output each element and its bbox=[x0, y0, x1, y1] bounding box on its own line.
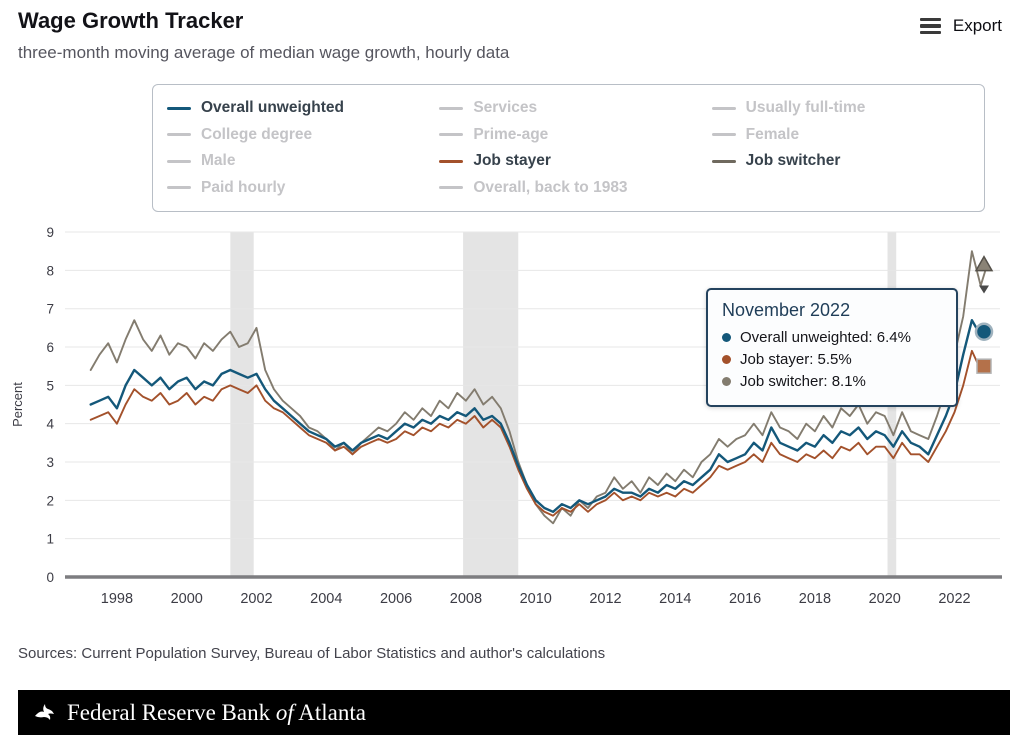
x-tick-label: 2008 bbox=[450, 591, 482, 607]
series-legend: Overall unweighted Services Usually full-t… bbox=[152, 84, 985, 212]
x-tick-label: 2002 bbox=[240, 591, 272, 607]
legend-item-college-degree[interactable]: College degree bbox=[167, 126, 439, 144]
series-job-stayer bbox=[89, 349, 988, 517]
legend-swatch bbox=[167, 186, 191, 190]
legend-label: Overall, back to 1983 bbox=[473, 178, 628, 196]
x-tick-label: 2022 bbox=[938, 591, 970, 607]
x-tick-label: 2014 bbox=[659, 591, 691, 607]
legend-label: Prime-age bbox=[473, 125, 549, 143]
y-tick-label: 2 bbox=[46, 493, 54, 508]
tooltip-text: Overall unweighted: 6.4% bbox=[740, 329, 911, 346]
legend-swatch bbox=[711, 133, 736, 137]
overall-unweighted-end-marker-circle[interactable] bbox=[974, 322, 994, 341]
legend-item-services[interactable]: Services bbox=[439, 99, 711, 117]
tooltip-item: Overall unweighted: 6.4% bbox=[722, 329, 942, 346]
footer-city: Atlanta bbox=[293, 699, 366, 725]
legend-swatch bbox=[167, 133, 191, 137]
legend-label: Paid hourly bbox=[201, 178, 286, 196]
x-tick-label: 1998 bbox=[101, 591, 133, 607]
tooltip-items: Overall unweighted: 6.4% Job stayer: 5.5%… bbox=[722, 329, 942, 390]
legend-swatch bbox=[439, 186, 464, 190]
legend-item-female[interactable]: Female bbox=[711, 125, 984, 144]
legend-swatch bbox=[711, 106, 736, 110]
legend-label: Male bbox=[201, 152, 236, 170]
x-tick-label: 2018 bbox=[799, 591, 831, 607]
page-subtitle: three-month moving average of median wag… bbox=[18, 43, 510, 62]
legend-item-paid-hourly[interactable]: Paid hourly bbox=[167, 179, 439, 197]
legend-label: College degree bbox=[201, 125, 313, 143]
tooltip-title: November 2022 bbox=[722, 300, 851, 320]
sources-note: Sources: Current Population Survey, Bure… bbox=[18, 645, 606, 662]
chart-area[interactable]: 0 1 2 3 4 5 6 7 8 9 Percent 1998 2000 2002 2004 2006 200… bbox=[0, 225, 1010, 625]
x-tick-label: 2006 bbox=[380, 591, 412, 607]
legend-item-male[interactable]: Male bbox=[167, 152, 439, 170]
series-overall-unweighted bbox=[89, 318, 988, 513]
legend-item-job-switcher[interactable]: Job switcher bbox=[711, 152, 984, 170]
legend-item-overall-unweighted[interactable]: Overall unweighted bbox=[167, 99, 439, 117]
series-job-switcher bbox=[89, 250, 988, 525]
tooltip-text: Job switcher: 8.1% bbox=[740, 373, 866, 390]
x-tick-label: 2020 bbox=[869, 591, 901, 607]
y-tick-label: 4 bbox=[46, 417, 54, 432]
legend-label: Services bbox=[473, 99, 538, 117]
legend-item-usually-full-time[interactable]: Usually full-time bbox=[711, 99, 984, 117]
footer-bar: Federal Reserve Bank of Atlanta bbox=[18, 690, 1010, 735]
legend-swatch bbox=[711, 159, 736, 163]
y-tick-label: 6 bbox=[46, 340, 54, 355]
legend-swatch bbox=[439, 133, 464, 137]
legend-swatch bbox=[167, 159, 191, 163]
recession-band bbox=[463, 232, 519, 577]
x-tick-label: 2016 bbox=[729, 591, 761, 607]
tooltip-item: Job switcher: 8.1% bbox=[722, 373, 942, 390]
legend-item-job-stayer[interactable]: Job stayer bbox=[439, 152, 711, 170]
legend-label: Overall unweighted bbox=[201, 99, 344, 117]
job-stayer-end-marker-square[interactable] bbox=[976, 358, 992, 374]
footer-of: of bbox=[275, 699, 294, 725]
chart-tooltip: November 2022 Overall unweighted: 6.4% Jo… bbox=[706, 288, 958, 407]
footer-bank-name: Federal Reserve Bank bbox=[67, 699, 276, 725]
y-axis-title: Percent bbox=[10, 382, 25, 427]
menu-icon bbox=[919, 17, 941, 35]
job-switcher-end-marker-arrow-down[interactable] bbox=[979, 285, 989, 294]
y-tick-label: 0 bbox=[46, 570, 54, 585]
job-switcher-end-marker-triangle-up[interactable] bbox=[974, 255, 994, 272]
legend-item-overall-back-to-1983[interactable]: Overall, back to 1983 bbox=[439, 179, 711, 197]
export-button[interactable]: Export bbox=[919, 16, 1002, 36]
x-tick-label: 2012 bbox=[589, 591, 621, 607]
tooltip-bullet bbox=[722, 377, 731, 386]
tooltip-text: Job stayer: 5.5% bbox=[740, 351, 852, 368]
legend-swatch bbox=[439, 106, 464, 110]
y-tick-label: 1 bbox=[46, 532, 54, 547]
recession-band bbox=[230, 232, 254, 577]
tooltip-bullet bbox=[722, 355, 731, 364]
tooltip-item: Job stayer: 5.5% bbox=[722, 351, 942, 368]
legend-swatch bbox=[439, 159, 464, 163]
legend-label: Job stayer bbox=[473, 152, 551, 170]
x-tick-label: 2004 bbox=[310, 591, 342, 607]
y-tick-label: 5 bbox=[46, 378, 54, 393]
page-title: Wage Growth Tracker bbox=[18, 8, 244, 33]
y-tick-label: 7 bbox=[46, 302, 54, 317]
x-tick-label: 2000 bbox=[171, 591, 203, 607]
export-label: Export bbox=[952, 16, 1002, 35]
tooltip-bullet bbox=[722, 333, 731, 342]
x-tick-label: 2010 bbox=[520, 591, 552, 607]
y-tick-label: 9 bbox=[46, 225, 54, 240]
legend-label: Female bbox=[745, 125, 800, 143]
legend-item-prime-age[interactable]: Prime-age bbox=[439, 126, 711, 144]
wage-chart-svg: 0 1 2 3 4 5 6 7 8 9 Percent 1998 2000 2002 2004 2006 200… bbox=[10, 225, 1002, 607]
legend-swatch bbox=[167, 106, 191, 110]
y-tick-label: 8 bbox=[46, 263, 54, 278]
legend-label: Usually full-time bbox=[745, 99, 866, 117]
fed-eagle-logo bbox=[32, 701, 56, 725]
y-tick-label: 3 bbox=[46, 455, 54, 470]
legend-label: Job switcher bbox=[745, 152, 841, 170]
